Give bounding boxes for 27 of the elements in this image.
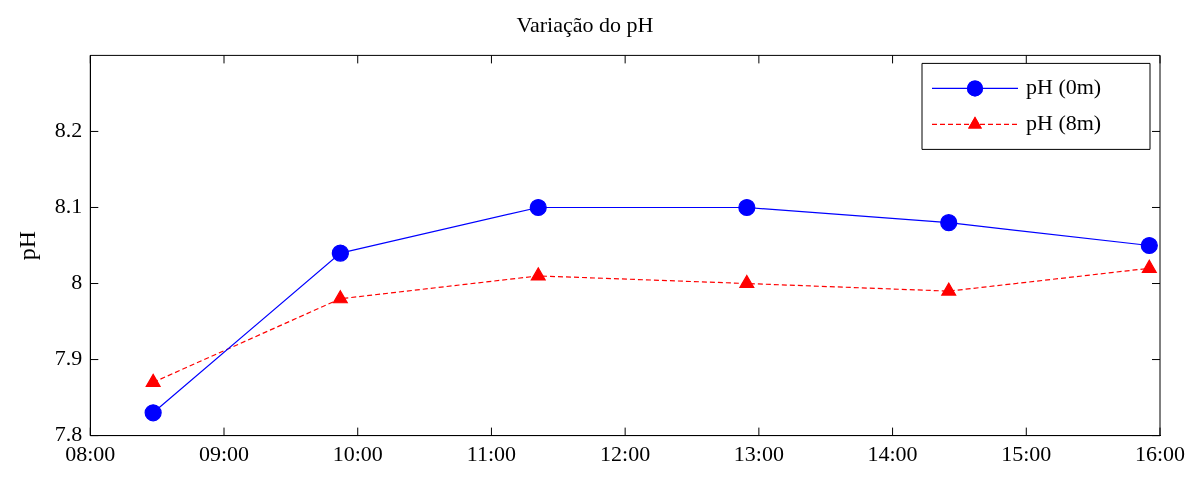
x-tick-label: 09:00	[198, 440, 250, 466]
point	[738, 198, 756, 217]
y-tick-label: 8.2	[54, 117, 83, 143]
y-tick-label: 7.9	[54, 345, 83, 371]
point	[940, 214, 958, 232]
x-tick-label: 10:00	[332, 440, 383, 466]
point	[941, 282, 957, 296]
x-tick-label: 16:00	[1134, 440, 1186, 466]
point	[331, 244, 349, 262]
y-tick-label: 8	[71, 269, 83, 295]
legend-label: pH (8m)	[1026, 110, 1102, 136]
legend-label: pH (0m)	[1026, 74, 1102, 100]
y-tick-label: 8.1	[54, 193, 83, 219]
point	[739, 274, 755, 289]
point	[1141, 259, 1157, 273]
point	[145, 373, 161, 387]
y-axis-title: pH	[13, 230, 40, 261]
x-tick-label: 12:00	[600, 440, 651, 466]
x-tick-label: 14:00	[867, 440, 918, 466]
x-tick-label: 13:00	[733, 440, 784, 466]
point	[332, 290, 348, 304]
point	[1140, 236, 1158, 255]
x-tick-label: 11:00	[466, 440, 517, 466]
point	[530, 267, 546, 281]
x-tick-label: 15:00	[1001, 440, 1052, 466]
chart-title: Variação do pH	[516, 11, 654, 37]
point	[529, 198, 547, 217]
